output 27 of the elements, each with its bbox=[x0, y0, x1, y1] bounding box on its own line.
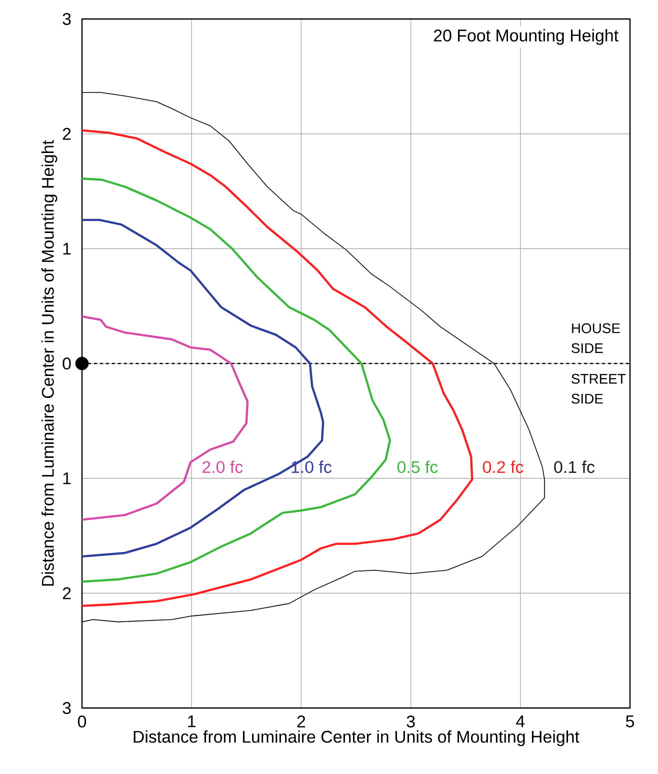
line-series bbox=[80, 315, 249, 521]
x-tick-label: 0 bbox=[78, 716, 86, 728]
series-label: 1.0 fc bbox=[292, 460, 332, 474]
y-tick-label: 3 bbox=[62, 702, 71, 714]
x-tick-label: 4 bbox=[516, 716, 525, 728]
line-series bbox=[80, 178, 392, 583]
x-tick-label: 1 bbox=[188, 716, 196, 728]
annotation: HOUSE SIDE bbox=[572, 323, 620, 354]
y-tick-label: 1 bbox=[63, 242, 71, 254]
series-label: 0.5 fc bbox=[397, 460, 438, 474]
y-tick-label: 1 bbox=[63, 472, 71, 484]
y-tick-label: 2 bbox=[62, 587, 71, 600]
y-tick-label: 2 bbox=[62, 128, 71, 140]
x-tick-label: 2 bbox=[297, 716, 306, 728]
series-label: 0.2 fc bbox=[482, 460, 524, 474]
text: 20 Foot Mounting Height bbox=[434, 29, 618, 45]
y-tick-label: 3 bbox=[62, 12, 71, 25]
y-tick-label: 0 bbox=[62, 358, 71, 370]
x-axis-title: Distance from Luminaire Center in Units of Mounting Height bbox=[134, 730, 580, 746]
line-series bbox=[80, 129, 474, 607]
x-tick-label: 3 bbox=[406, 716, 415, 728]
series-label: 0.1 fc bbox=[554, 460, 594, 474]
series-label: 2.0 fc bbox=[202, 460, 243, 474]
line-series bbox=[82, 92, 545, 622]
annotation: STREET SIDE bbox=[572, 374, 626, 404]
x-tick-label: 5 bbox=[626, 716, 634, 728]
y-axis-title: Distance from Luminaire Center in Units of Mounting Height bbox=[41, 140, 58, 586]
